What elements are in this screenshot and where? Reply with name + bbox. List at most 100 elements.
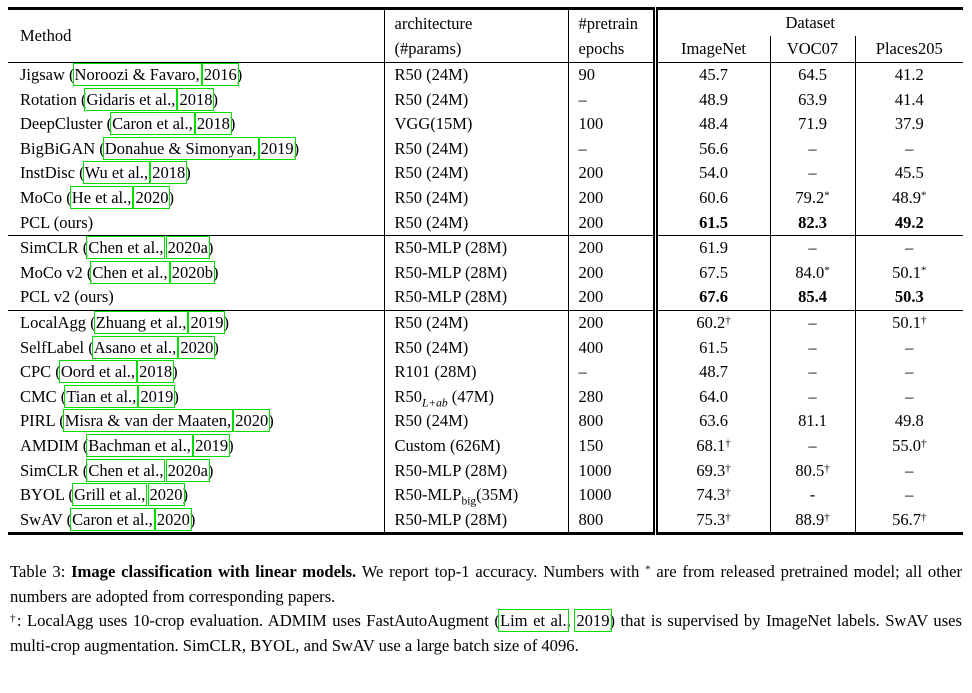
method-cell: BYOL (Grill et al., 2020) <box>20 482 189 507</box>
citation-link-authors[interactable]: He et al., <box>69 185 134 210</box>
table-row: MoCo (He et al., 2020) R50 (24M) 200 60.6 79… <box>8 185 963 211</box>
citation-link-authors[interactable]: Gidaris et al., <box>83 87 178 112</box>
citation-link-year[interactable]: 2019 <box>192 433 231 458</box>
table-caption: Table 3: Image classification with linea… <box>10 560 962 609</box>
citation-link-authors[interactable]: Chen et al., <box>85 235 166 260</box>
table-row: Rotation (Gidaris et al., 2018) R50 (24M)… <box>8 87 963 113</box>
citation-link-authors[interactable]: Noroozi & Favaro, <box>72 62 203 87</box>
citation-link-year[interactable]: 2018 <box>149 160 188 185</box>
col-header-dataset-group: Dataset <box>652 8 963 36</box>
places205-cell: 50.3 <box>854 285 963 311</box>
epochs-cell: 1000 <box>567 458 655 484</box>
table-row: CMC (Tian et al., 2019) R50L+ab (47M) 280 6… <box>8 384 963 410</box>
places205-cell: 41.2 <box>854 61 963 88</box>
paper-page: Method architecture (#params) #pretrain … <box>0 7 972 693</box>
col-header-architecture: architecture (#params) <box>383 8 568 63</box>
epochs-cell: 1000 <box>567 483 655 508</box>
citation-link-authors[interactable]: Chen et al., <box>89 260 171 285</box>
citation-link-year[interactable]: 2020 <box>177 335 216 360</box>
citation-link-authors[interactable]: Tian et al., <box>63 384 139 409</box>
citation-link-year[interactable]: 2020 <box>147 482 186 507</box>
citation-link-authors[interactable]: Misra & van der Maaten, <box>62 408 234 433</box>
places205-cell: – <box>854 458 963 484</box>
col-header-places205: Places205 <box>854 36 963 63</box>
citation-link-year[interactable]: 2020b <box>169 260 216 285</box>
citation-link-authors[interactable]: Asano et al., <box>91 335 179 360</box>
citation-link-year[interactable]: 2020 <box>132 185 171 210</box>
epochs-cell: 200 <box>567 185 655 211</box>
col-header-epochs-line1: #pretrain <box>578 14 639 33</box>
places205-cell: – <box>854 136 963 162</box>
footnote-text-1: : LocalAgg uses 10-crop evaluation. ADMI… <box>16 611 500 631</box>
method-cell: MoCo (He et al., 2020) <box>20 185 174 210</box>
method-cell: SimCLR (Chen et al., 2020a) <box>20 458 214 482</box>
method-cell: PIRL (Misra & van der Maaten, 2020) <box>20 408 274 433</box>
citation-link-authors[interactable]: Caron et al., <box>109 111 196 136</box>
voc07-cell: – <box>769 335 855 361</box>
epochs-cell: 200 <box>567 260 655 286</box>
citation-link-authors[interactable]: Bachman et al., <box>85 433 194 458</box>
table-row: SimCLR (Chen et al., 2020a) R50-MLP (28M)… <box>8 458 963 484</box>
citation-link-year[interactable]: 2019 <box>187 310 226 335</box>
architecture-cell: R50-MLP (28M) <box>383 285 568 311</box>
footnote-text-2: , <box>566 611 577 631</box>
architecture-cell: R50 (24M) <box>383 136 568 162</box>
col-header-imagenet: ImageNet <box>652 36 770 63</box>
voc07-cell: - <box>769 483 855 508</box>
architecture-cell: R101 (28M) <box>383 360 568 385</box>
table-row: AMDIM (Bachman et al., 2019) Custom (626M… <box>8 433 963 459</box>
voc07-cell: – <box>769 136 855 162</box>
architecture-subscript: L+ab <box>422 397 448 410</box>
citation-link-authors[interactable]: Chen et al., <box>85 458 166 482</box>
citation-link-year[interactable]: 2018 <box>194 111 233 136</box>
col-header-architecture-line2: (#params) <box>394 39 462 58</box>
citation-link-authors[interactable]: Caron et al., <box>69 507 156 532</box>
architecture-cell: R50-MLPbig(35M) <box>383 483 568 508</box>
table-body: Jigsaw (Noroozi & Favaro, 2016) R50 (24M)… <box>8 61 963 534</box>
architecture-cell: R50 (24M) <box>383 210 568 236</box>
caption-bold-title: Image classification with linear models. <box>71 562 357 582</box>
citation-link-year[interactable]: 2016 <box>201 62 240 87</box>
places205-cell: 45.5 <box>854 161 963 186</box>
architecture-cell: R50-MLP (28M) <box>383 507 568 534</box>
epochs-cell: 200 <box>567 285 655 311</box>
citation-link-year[interactable]: 2019 <box>137 384 176 409</box>
voc07-cell: – <box>769 433 855 459</box>
method-cell: InstDisc (Wu et al., 2018) <box>20 160 191 185</box>
citation-link-year[interactable]: 2018 <box>136 359 175 384</box>
imagenet-cell: 61.5 <box>652 335 770 361</box>
citation-link-year[interactable]: 2020 <box>154 507 193 532</box>
imagenet-cell: 60.2† <box>652 309 770 336</box>
places205-cell: 50.1† <box>854 309 963 336</box>
architecture-cell: R50 (24M) <box>383 87 568 113</box>
citation-link-authors[interactable]: Wu et al., <box>82 160 151 185</box>
architecture-cell: VGG(15M) <box>383 112 568 137</box>
voc07-cell: – <box>769 235 855 261</box>
citation-link-year[interactable]: 2019 <box>573 608 613 633</box>
epochs-cell: 800 <box>567 507 655 534</box>
imagenet-cell: 74.3† <box>652 483 770 508</box>
table-footnote: †: LocalAgg uses 10-crop evaluation. ADM… <box>10 608 962 658</box>
citation-link-authors[interactable]: Donahue & Simonyan, <box>102 136 259 161</box>
citation-link-authors[interactable]: Oord et al., <box>58 359 138 384</box>
citation-link-authors[interactable]: Lim et al. <box>497 608 570 633</box>
places205-cell: 55.0† <box>854 433 963 459</box>
citation-link-year[interactable]: 2020a <box>165 235 211 260</box>
epochs-cell: 90 <box>567 61 655 88</box>
citation-link-authors[interactable]: Grill et al., <box>71 482 148 507</box>
citation-link-year[interactable]: 2020a <box>165 458 211 482</box>
dagger-marker: † <box>824 462 830 474</box>
dagger-marker: † <box>725 462 731 474</box>
citation-link-year[interactable]: 2019 <box>258 136 297 161</box>
citation-link-authors[interactable]: Zhuang et al., <box>93 310 189 335</box>
places205-cell: 49.2 <box>854 210 963 236</box>
table-row: MoCo v2 (Chen et al., 2020b) R50-MLP (28M… <box>8 260 963 286</box>
imagenet-cell: 48.4 <box>652 112 770 137</box>
epochs-cell: – <box>567 87 655 113</box>
citation-link-year[interactable]: 2018 <box>176 87 215 112</box>
imagenet-cell: 67.5 <box>652 260 770 286</box>
architecture-cell: R50-MLP (28M) <box>383 235 568 261</box>
table-row: PCL v2 (ours) R50-MLP (28M) 200 67.6 85.4 50.… <box>8 285 963 311</box>
col-header-voc07: VOC07 <box>769 36 855 63</box>
citation-link-year[interactable]: 2020 <box>232 408 271 433</box>
